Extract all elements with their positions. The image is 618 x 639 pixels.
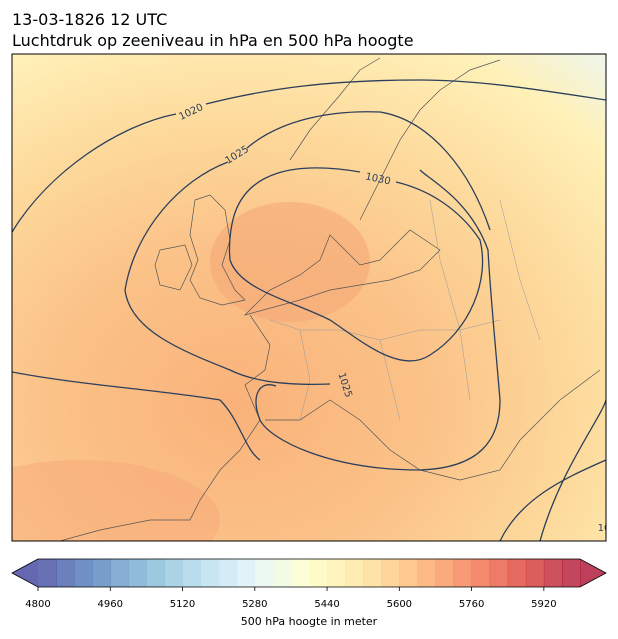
colorbar-band (128, 559, 147, 587)
colorbar-band (489, 559, 509, 587)
colorbar-band (164, 559, 184, 587)
colorbar-band (182, 559, 202, 587)
map-frame (11, 53, 607, 542)
colorbar-extend-high (580, 559, 606, 587)
colorbar-tick-label: 5440 (314, 599, 339, 610)
colorbar-band (56, 559, 75, 587)
colorbar-band (38, 559, 57, 587)
colorbar-tick-label: 4960 (98, 599, 123, 610)
colorbar-band (561, 559, 581, 587)
colorbar-band (363, 559, 382, 587)
colorbar-band (453, 559, 473, 587)
colorbar-band (290, 559, 310, 587)
colorbar-band (543, 559, 563, 587)
isobar (12, 79, 606, 233)
colorbar-band (525, 559, 545, 587)
title: 13-03-1826 12 UTC (12, 10, 167, 29)
colorbar-tick-label: 5280 (242, 599, 267, 610)
colorbar-tick-label: 4800 (25, 599, 50, 610)
colorbar-outline (11, 558, 607, 588)
colorbar-label: 500 hPa hoogte in meter (241, 615, 378, 628)
colorbar-band (345, 559, 364, 587)
colorbar-extend-low (12, 559, 38, 587)
colorbar-band (110, 559, 129, 587)
subtitle: Luchtdruk op zeeniveau in hPa en 500 hPa… (12, 31, 414, 50)
colorbar-band (417, 559, 436, 587)
coastline (243, 229, 441, 316)
colorbar-band (272, 559, 292, 587)
coastline (189, 194, 246, 306)
warm-area (12, 460, 220, 541)
colorbar: 4800 4960 5120 5280 5440 5600 5760 5920 (11, 558, 607, 610)
isobar-label: 1030 (364, 171, 391, 187)
coastline (59, 314, 601, 541)
coastline (289, 57, 501, 221)
colorbar-band (507, 559, 527, 587)
isobar (228, 167, 484, 362)
isobar-label: 10 (598, 523, 611, 534)
colorbar-band (435, 559, 455, 587)
colorbar-band (200, 559, 220, 587)
colorbar-band (399, 559, 418, 587)
colorbar-band (74, 559, 93, 587)
colorbar-band (236, 559, 256, 587)
high-pressure-area (210, 202, 370, 322)
colorbar-tick-label: 5120 (170, 599, 195, 610)
coastline (154, 244, 193, 291)
colorbar-band (381, 559, 400, 587)
colorbar-band (309, 559, 328, 587)
colorbar-band (471, 559, 491, 587)
border (269, 199, 541, 421)
colorbar-band (327, 559, 346, 587)
colorbar-band (92, 559, 111, 587)
colorbar-band (146, 559, 165, 587)
colorbar-band (218, 559, 238, 587)
colorbar-band (254, 559, 274, 587)
isobar (124, 111, 501, 471)
colorbar-tick-label: 5920 (531, 599, 556, 610)
isobar (12, 371, 606, 541)
colorbar-tick-label: 5600 (387, 599, 412, 610)
colorbar-tick-label: 5760 (459, 599, 484, 610)
